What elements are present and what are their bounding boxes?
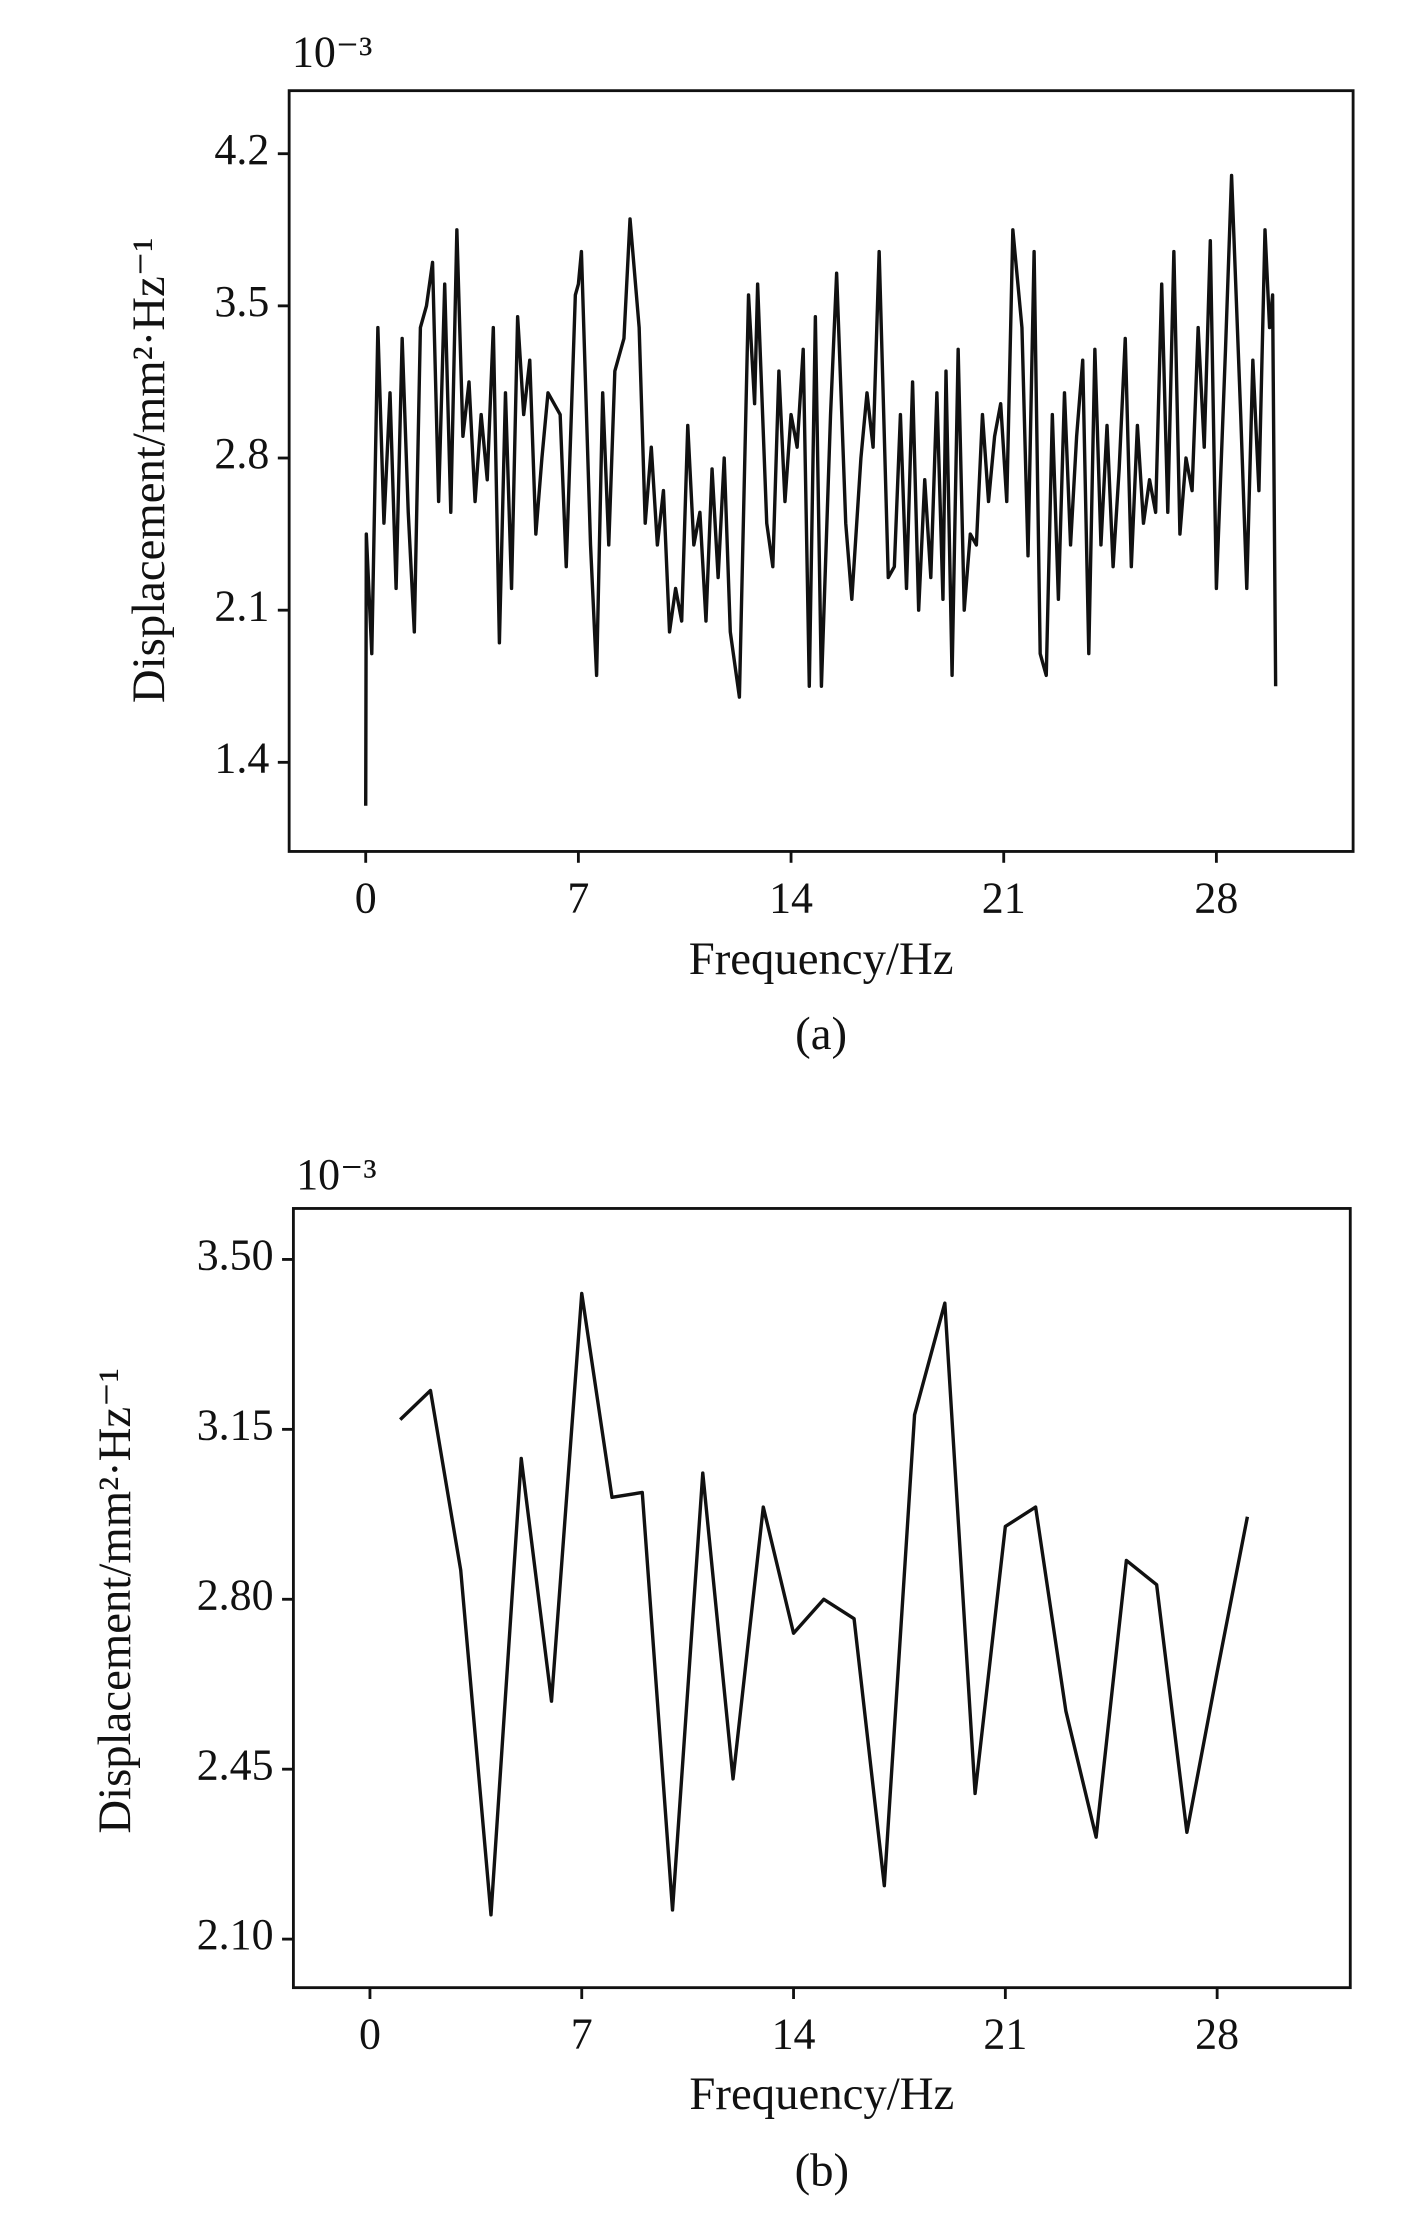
plot-frame [287, 89, 1355, 853]
x-tick-label: 0 [355, 875, 377, 923]
x-tick-label: 21 [983, 2011, 1027, 2059]
x-tick-label: 14 [769, 875, 813, 923]
data-line [399, 1291, 1250, 1917]
x-axis-label: Frequency/Hz [689, 2068, 954, 2120]
x-tick-label: 0 [359, 2011, 381, 2059]
y-tick-label: 1.4 [214, 734, 269, 782]
y-tick-label: 3.15 [197, 1401, 274, 1449]
x-tick-label: 7 [567, 875, 589, 923]
y-tick-label: 3.5 [214, 278, 269, 326]
x-tick-label: 14 [772, 2011, 816, 2059]
y-axis-label: Displacement/mm²·Hz⁻¹ [89, 1368, 141, 1834]
plot-frame [291, 1207, 1352, 1990]
y-axis-label: Displacement/mm²·Hz⁻¹ [123, 238, 175, 704]
y-tick-label: 2.80 [197, 1571, 274, 1619]
caption: (a) [795, 1008, 847, 1060]
y-tick-label: 3.50 [197, 1232, 274, 1280]
x-tick-label: 28 [1194, 875, 1238, 923]
axis-exponent: 10⁻³ [296, 1151, 376, 1199]
data-line [364, 173, 1278, 806]
y-tick-label: 2.1 [214, 582, 269, 630]
x-tick-label: 28 [1195, 2011, 1239, 2059]
y-tick-label: 2.10 [197, 1911, 274, 1959]
caption: (b) [795, 2144, 850, 2196]
x-axis-label: Frequency/Hz [689, 933, 954, 985]
x-tick-label: 21 [982, 875, 1026, 923]
axis-exponent: 10⁻³ [292, 29, 372, 77]
x-tick-label: 7 [571, 2011, 593, 2059]
y-tick-label: 2.8 [214, 430, 269, 478]
y-tick-label: 2.45 [197, 1741, 274, 1789]
y-tick-label: 4.2 [214, 126, 269, 174]
